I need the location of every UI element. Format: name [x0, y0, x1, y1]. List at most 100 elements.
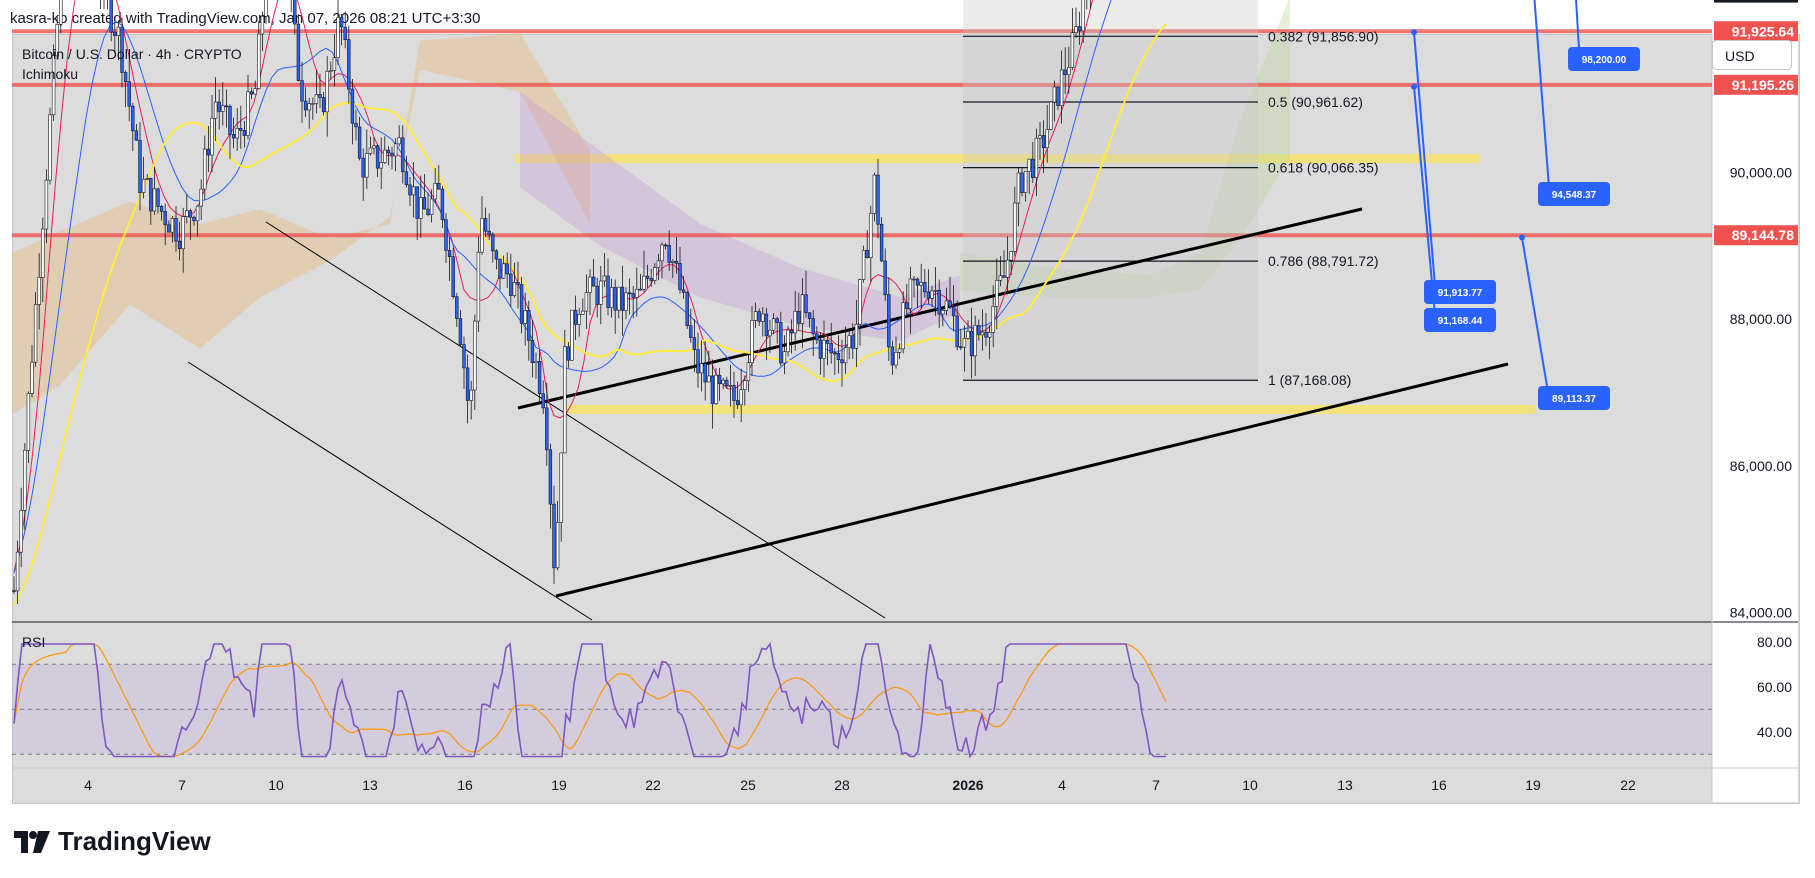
candle-body: [426, 208, 430, 215]
descending-channel-upper: [265, 221, 886, 619]
candle-body: [260, 15, 265, 35]
candle-body: [786, 329, 790, 353]
candle-body: [516, 282, 520, 285]
candle-body: [469, 389, 473, 401]
candle-body: [833, 352, 837, 355]
candle-body: [390, 152, 394, 157]
price-tick-label: 88,000.00: [1730, 311, 1792, 327]
candle-body: [537, 361, 542, 395]
candle-body: [329, 70, 333, 72]
candle-body: [620, 286, 625, 311]
candle-body: [437, 183, 441, 190]
fib-label-0.618: 0.618 (90,066.35): [1268, 160, 1379, 176]
candle-body: [591, 276, 596, 287]
date-tick-label: 7: [178, 777, 186, 793]
trendline-layer: [187, 207, 1509, 621]
channel-lower-line: [555, 362, 1509, 598]
candle-body: [152, 188, 157, 212]
rsi-moving-average: [13, 643, 1167, 758]
candle-body: [408, 184, 412, 196]
candle-body: [1009, 251, 1013, 261]
candle-body: [336, 17, 340, 58]
candle-body: [973, 325, 977, 357]
callout-box-0: [1568, 47, 1640, 71]
candle-body: [991, 305, 995, 333]
candle-body: [566, 346, 571, 361]
candle-body: [451, 256, 455, 298]
candle-body: [869, 212, 873, 258]
callout-layer: 98,200.00 94,548.37 91,913.77 91,168.44 89,1…: [1411, 0, 1640, 410]
candle-body: [714, 374, 718, 404]
candle-body: [800, 294, 805, 324]
candle-body: [149, 177, 153, 212]
candle-body: [1074, 26, 1078, 34]
candle-body: [12, 590, 16, 592]
candle-body: [1031, 158, 1035, 178]
candle-body: [606, 275, 610, 308]
candle-body: [195, 205, 200, 222]
date-tick-label: 4: [1058, 777, 1066, 793]
candle-body: [174, 217, 178, 242]
candle-body: [667, 245, 671, 263]
candle-body: [624, 292, 628, 311]
candle-body: [1041, 135, 1046, 148]
chart-frame[interactable]: [12, 34, 1800, 804]
candle-body: [617, 286, 621, 311]
tradingview-logo-text: TradingView: [58, 826, 211, 856]
rsi-indicator-label[interactable]: RSI: [22, 634, 46, 650]
candle-body: [818, 339, 823, 359]
candle-body: [728, 385, 733, 387]
tradingview-logo[interactable]: TradingView: [14, 826, 211, 857]
symbol-title: Bitcoin / U.S. Dollar · 4h · CRYPTO: [22, 46, 242, 62]
candle-body: [458, 318, 463, 345]
price-scale-background: [1712, 34, 1798, 802]
candle-body: [923, 282, 927, 293]
currency-button[interactable]: USD: [1712, 40, 1792, 70]
candle-body: [631, 293, 635, 298]
candle-body: [887, 294, 891, 348]
candle-body: [487, 230, 491, 236]
candle-body: [59, 0, 63, 25]
candle-body: [948, 300, 952, 307]
indicator-name[interactable]: Ichimoku: [22, 66, 79, 82]
candle-body: [599, 280, 603, 305]
candle-body: [386, 149, 391, 154]
candle-body: [113, 31, 117, 36]
candle-body: [998, 275, 1003, 281]
candle-body: [1056, 86, 1060, 106]
candle-body: [559, 452, 563, 523]
candle-body: [433, 183, 437, 200]
candle-body: [41, 228, 45, 278]
axis-layer: 84,000.0086,000.0088,000.0090,000.0094,0…: [84, 0, 1798, 793]
candle-body: [883, 260, 887, 296]
candle-body: [465, 367, 470, 401]
level-layer: [12, 29, 1712, 238]
candle-body: [379, 162, 383, 169]
candle-body: [1002, 275, 1006, 278]
candle-body: [393, 143, 398, 157]
candles-layer: [12, 0, 1091, 604]
candle-body: [44, 179, 49, 230]
candle-body: [980, 331, 985, 336]
rsi-tick-label: 40.00: [1757, 724, 1792, 740]
candle-body: [321, 97, 326, 113]
candle-body: [779, 322, 783, 364]
candle-body: [527, 310, 531, 341]
candle-body: [804, 294, 808, 314]
price-tag-text-3: 91,925.64: [1732, 23, 1794, 39]
candle-body: [847, 335, 851, 349]
candle-body: [343, 26, 347, 40]
candle-body: [127, 81, 131, 107]
callout-anchor-3: [1411, 83, 1417, 90]
candle-body: [984, 331, 988, 338]
candle-body: [548, 449, 553, 505]
candle-body: [757, 311, 761, 322]
candle-body: [732, 385, 736, 401]
date-tick-label: 22: [645, 777, 661, 793]
candle-body: [444, 219, 448, 251]
candle-body: [692, 337, 697, 350]
candle-body: [51, 55, 56, 116]
candle-body: [563, 346, 567, 454]
date-tick-label: 19: [551, 777, 567, 793]
